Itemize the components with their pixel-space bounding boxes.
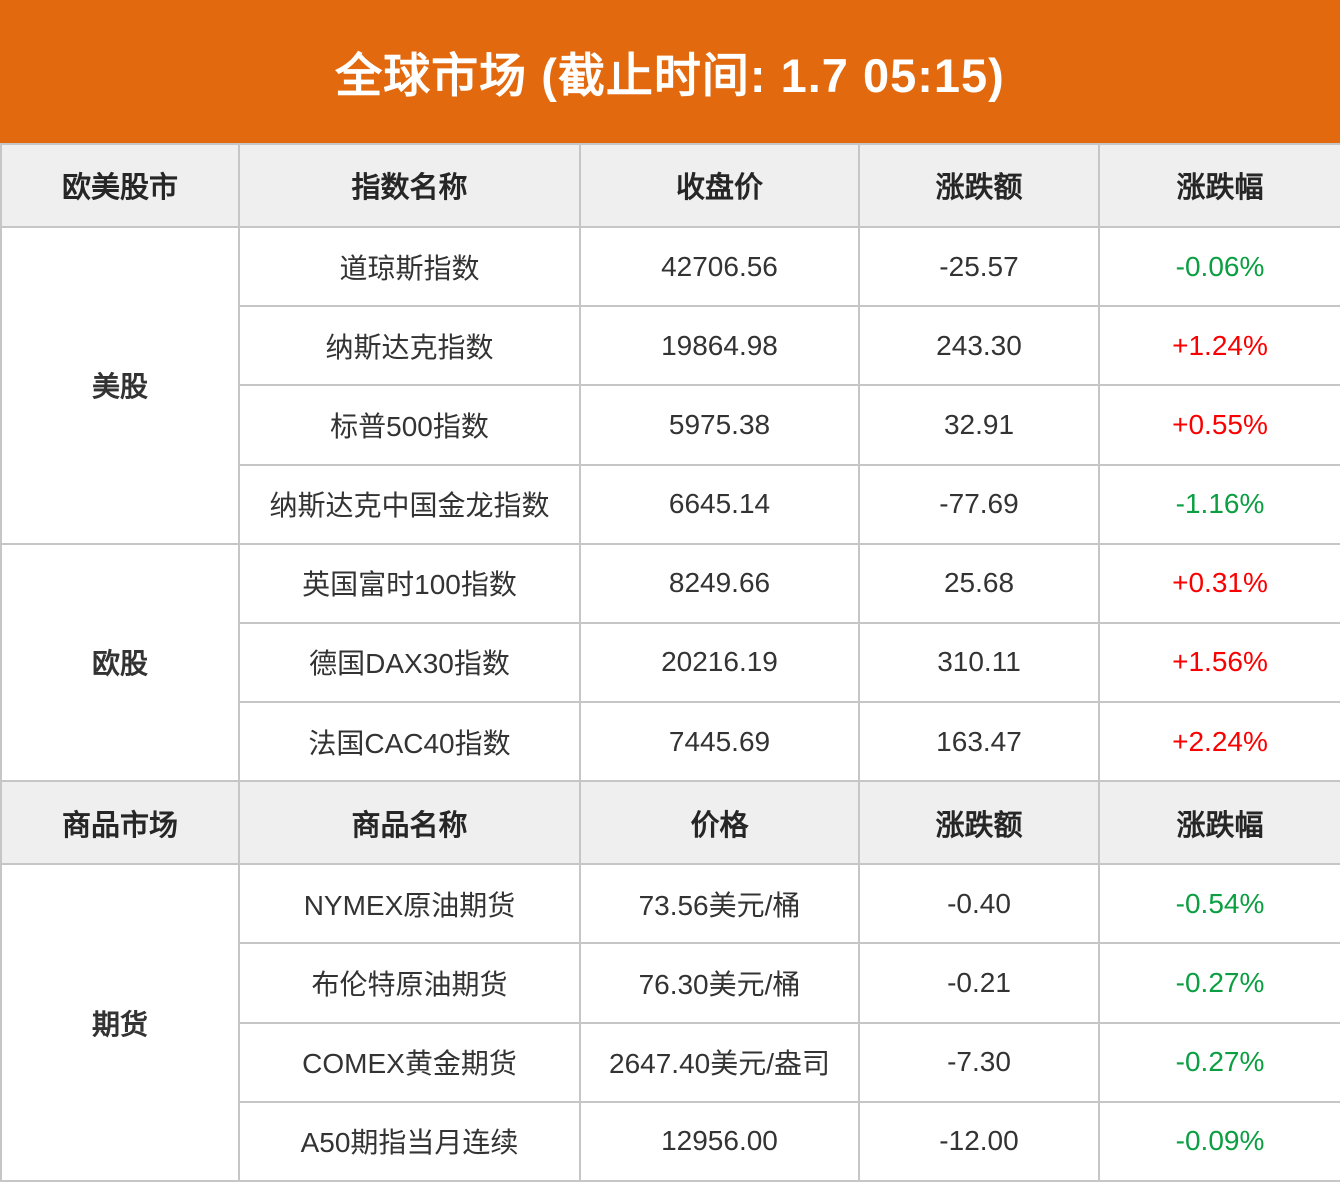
pct-change: +0.55% xyxy=(1098,384,1340,466)
group-label: 美股 xyxy=(0,225,240,545)
column-header: 收盘价 xyxy=(579,143,860,228)
instrument-name: 德国DAX30指数 xyxy=(238,621,581,704)
table-row: 美股 道琼斯指数 42706.56 -25.57 -0.06% xyxy=(0,225,1340,545)
table-row: 标普500指数 5975.38 32.91 +0.55% xyxy=(1,384,1340,466)
price-value: 6645.14 xyxy=(579,463,860,545)
change-value: 32.91 xyxy=(858,384,1100,466)
change-value: -25.57 xyxy=(858,225,1100,308)
change-value: 163.47 xyxy=(858,701,1100,783)
page-title: 全球市场 (截止时间: 1.7 05:15) xyxy=(335,49,1005,102)
instrument-name: 布伦特原油期货 xyxy=(238,942,581,1024)
price-value: 7445.69 xyxy=(579,701,860,783)
column-header: 商品名称 xyxy=(238,780,581,866)
change-value: -77.69 xyxy=(858,463,1100,545)
price-value: 2647.40美元/盎司 xyxy=(579,1021,860,1103)
pct-change: +1.56% xyxy=(1098,621,1340,704)
instrument-name: NYMEX原油期货 xyxy=(238,863,581,945)
instrument-name: 英国富时100指数 xyxy=(238,542,581,624)
price-value: 20216.19 xyxy=(579,621,860,704)
change-value: -7.30 xyxy=(858,1021,1100,1103)
column-header: 价格 xyxy=(579,780,860,866)
pct-change: -0.27% xyxy=(1098,942,1340,1024)
instrument-name: 纳斯达克指数 xyxy=(238,305,581,387)
table-row: 法国CAC40指数 7445.69 163.47 +2.24% xyxy=(1,701,1340,783)
instrument-name: 道琼斯指数 xyxy=(238,225,581,308)
price-value: 76.30美元/桶 xyxy=(579,942,860,1024)
group-label: 期货 xyxy=(0,863,240,1182)
pct-change: -1.16% xyxy=(1098,463,1340,545)
pct-change: -0.27% xyxy=(1098,1021,1340,1103)
change-value: 310.11 xyxy=(858,621,1100,704)
table-row: A50期指当月连续 12956.00 -12.00 -0.09% xyxy=(1,1100,1340,1182)
column-header: 指数名称 xyxy=(238,143,581,228)
price-value: 8249.66 xyxy=(579,542,860,624)
instrument-name: COMEX黄金期货 xyxy=(238,1021,581,1103)
change-value: 25.68 xyxy=(858,542,1100,624)
table-row: 纳斯达克指数 19864.98 243.30 +1.24% xyxy=(1,305,1340,387)
table-row: 纳斯达克中国金龙指数 6645.14 -77.69 -1.16% xyxy=(1,463,1340,545)
price-value: 73.56美元/桶 xyxy=(579,863,860,945)
instrument-name: 纳斯达克中国金龙指数 xyxy=(238,463,581,545)
change-value: -0.40 xyxy=(858,863,1100,945)
change-value: 243.30 xyxy=(858,305,1100,387)
table-row: 欧股 英国富时100指数 8249.66 25.68 +0.31% xyxy=(0,542,1340,783)
table-header-row: 商品市场 商品名称 价格 涨跌额 涨跌幅 xyxy=(0,780,1340,866)
price-value: 42706.56 xyxy=(579,225,860,308)
price-value: 12956.00 xyxy=(579,1100,860,1182)
column-header: 涨跌幅 xyxy=(1098,143,1340,228)
column-header: 商品市场 xyxy=(0,780,240,866)
instrument-name: 法国CAC40指数 xyxy=(238,701,581,783)
instrument-name: 标普500指数 xyxy=(238,384,581,466)
table-header-row: 欧美股市 指数名称 收盘价 涨跌额 涨跌幅 xyxy=(0,143,1340,228)
price-value: 19864.98 xyxy=(579,305,860,387)
pct-change: -0.06% xyxy=(1098,225,1340,308)
table-row: COMEX黄金期货 2647.40美元/盎司 -7.30 -0.27% xyxy=(1,1021,1340,1103)
pct-change: +2.24% xyxy=(1098,701,1340,783)
table-row: 布伦特原油期货 76.30美元/桶 -0.21 -0.27% xyxy=(1,942,1340,1024)
pct-change: -0.54% xyxy=(1098,863,1340,945)
price-value: 5975.38 xyxy=(579,384,860,466)
column-header: 涨跌幅 xyxy=(1098,780,1340,866)
instrument-name: A50期指当月连续 xyxy=(238,1100,581,1182)
pct-change: -0.09% xyxy=(1098,1100,1340,1182)
column-header: 欧美股市 xyxy=(0,143,240,228)
change-value: -12.00 xyxy=(858,1100,1100,1182)
column-header: 涨跌额 xyxy=(858,780,1100,866)
banner: 全球市场 (截止时间: 1.7 05:15) xyxy=(0,0,1340,143)
pct-change: +0.31% xyxy=(1098,542,1340,624)
market-table: 欧美股市 指数名称 收盘价 涨跌额 涨跌幅 美股 道琼斯指数 42706.56 -25.57 -0… xyxy=(0,143,1340,1182)
pct-change: +1.24% xyxy=(1098,305,1340,387)
group-label: 欧股 xyxy=(0,542,240,783)
table-row: 期货 NYMEX原油期货 73.56美元/桶 -0.40 -0.54% xyxy=(0,863,1340,1182)
change-value: -0.21 xyxy=(858,942,1100,1024)
table-row: 德国DAX30指数 20216.19 310.11 +1.56% xyxy=(1,621,1340,704)
column-header: 涨跌额 xyxy=(858,143,1100,228)
